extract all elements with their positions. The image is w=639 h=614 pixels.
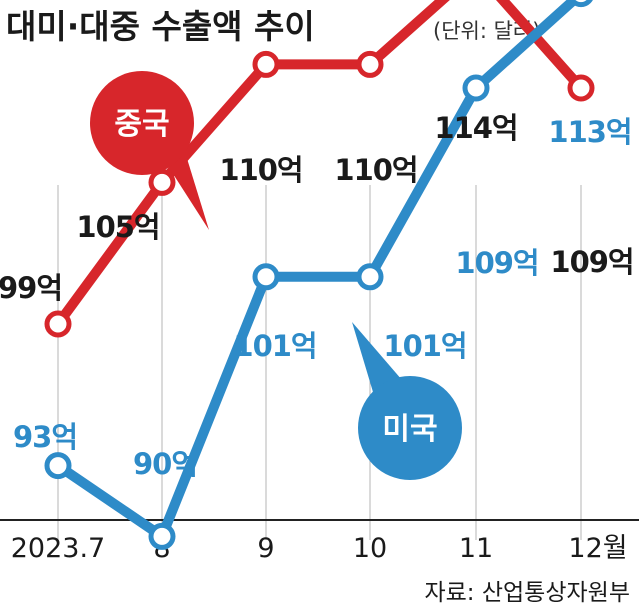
data-label-usa: 109억 — [455, 246, 538, 280]
data-label-usa: 101억 — [383, 329, 466, 363]
series-lines — [53, 0, 586, 542]
data-point-usa — [356, 263, 384, 291]
data-point-china — [567, 74, 595, 102]
data-point-china — [356, 50, 384, 78]
data-point-china — [44, 310, 72, 338]
data-label-usa: 101억 — [233, 329, 316, 363]
series-line-usa — [53, 0, 582, 542]
chart-title: 대미·대중 수출액 추이 — [6, 7, 315, 46]
x-tick-labels: 2023.789101112월 — [11, 533, 628, 564]
x-tick-label: 11 — [459, 533, 493, 564]
data-point-usa — [569, 0, 593, 8]
data-label-china: 105억 — [76, 210, 159, 244]
x-tick-label: 12월 — [568, 533, 627, 564]
data-label-usa: 113억 — [548, 115, 631, 149]
data-point-china — [252, 50, 280, 78]
legend-label-usa: 미국 — [382, 412, 437, 447]
data-label-usa: 90억 — [133, 447, 197, 481]
series-line-china — [53, 0, 586, 329]
legend-label-china: 중국 — [114, 107, 169, 142]
data-label-china: 110억 — [219, 153, 302, 187]
source-note: 자료: 산업통상자원부 — [424, 580, 630, 606]
legend-callout-china: 중국 — [90, 71, 209, 230]
data-point-usa — [148, 522, 176, 550]
data-label-china: 110억 — [334, 153, 417, 187]
data-label-usa: 93억 — [13, 420, 77, 454]
x-tick-label: 9 — [257, 533, 274, 564]
data-label-china: 109억 — [550, 245, 633, 279]
data-point-china — [148, 168, 176, 196]
data-labels: 99억 105억 110억 110억 114억 109억 93억 90억 101억 101억 109… — [0, 111, 635, 481]
data-point-usa — [252, 263, 280, 291]
x-tick-label: 2023.7 — [11, 533, 105, 564]
x-tick-label: 10 — [353, 533, 387, 564]
data-point-usa — [462, 74, 490, 102]
data-point-usa — [44, 452, 72, 480]
legend-callout-usa: 미국 — [352, 322, 462, 480]
data-label-china: 99억 — [0, 271, 62, 305]
series-points — [44, 0, 595, 550]
data-label-china: 114억 — [434, 111, 517, 145]
